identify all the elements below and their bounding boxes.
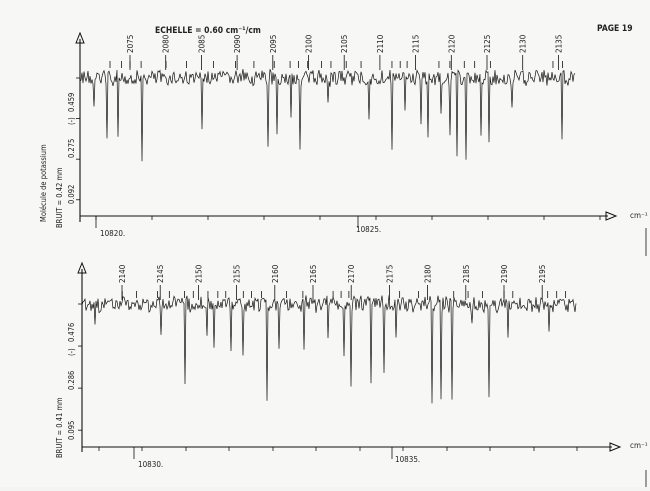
y-axis-arrow [77, 261, 87, 274]
line-number-label: 2175 [385, 265, 394, 283]
y-tick-label: 0.275 [67, 139, 76, 158]
noise-label-bottom: BRUIT = 0.41 mm [55, 397, 64, 458]
x-tick-label: 10820. [100, 229, 125, 238]
line-number-label: 2135 [554, 35, 563, 53]
y-tick-label: 0.286 [67, 371, 76, 390]
line-number-label: 2190 [500, 264, 509, 283]
y-tick-label: 0.459 [67, 93, 76, 112]
scale-label: ECHELLE = 0.60 cm⁻¹/cm [155, 26, 261, 36]
line-number-label: 2100 [305, 34, 314, 53]
y-marker-top: (-) [67, 117, 76, 125]
line-number-label: 2080 [162, 34, 171, 53]
line-number-label: 2155 [233, 265, 242, 283]
line-number-label: 2145 [156, 265, 165, 283]
line-number-label: 2160 [271, 264, 280, 283]
line-number-label: 2195 [538, 265, 547, 283]
line-number-label: 2180 [424, 264, 433, 283]
spectrum-trace [81, 295, 577, 404]
line-number-label: 2140 [118, 264, 127, 283]
x-tick-label: 10830. [138, 460, 163, 469]
y-axis-arrow [75, 31, 85, 44]
y-marker-bottom: (-) [67, 348, 76, 356]
line-number-label: 2115 [412, 35, 421, 53]
spectrum-trace [79, 69, 576, 162]
line-number-label: 2120 [447, 34, 456, 53]
line-number-label: 2090 [233, 34, 242, 53]
line-number-label: 2125 [483, 35, 492, 53]
line-number-label: 2095 [269, 35, 278, 53]
y-tick-label: 0.095 [67, 421, 76, 440]
x-tick-label: 10835. [395, 455, 420, 464]
line-number-label: 2165 [309, 265, 318, 283]
x-tick-label: 10825. [356, 225, 381, 234]
y-tick-label: 0.092 [67, 185, 76, 204]
line-number-label: 2185 [462, 265, 471, 283]
molecule-label: Molécule de potassium [39, 144, 48, 222]
line-number-label: 2130 [519, 34, 528, 53]
x-unit-label: cm⁻¹ [630, 211, 648, 220]
line-number-label: 2150 [194, 264, 203, 283]
page-number: PAGE 19 [597, 24, 633, 34]
line-number-label: 2170 [347, 264, 356, 283]
x-axis-arrow [605, 211, 618, 221]
line-number-label: 2110 [376, 34, 385, 53]
x-axis-arrow [609, 442, 622, 452]
y-tick-label: 0.476 [67, 323, 76, 342]
line-number-label: 2085 [197, 35, 206, 53]
line-number-label: 2075 [126, 35, 135, 53]
noise-label-top: BRUIT = 0.42 mm [55, 167, 64, 228]
x-unit-label: cm⁻¹ [630, 441, 648, 450]
line-number-label: 2105 [340, 35, 349, 53]
